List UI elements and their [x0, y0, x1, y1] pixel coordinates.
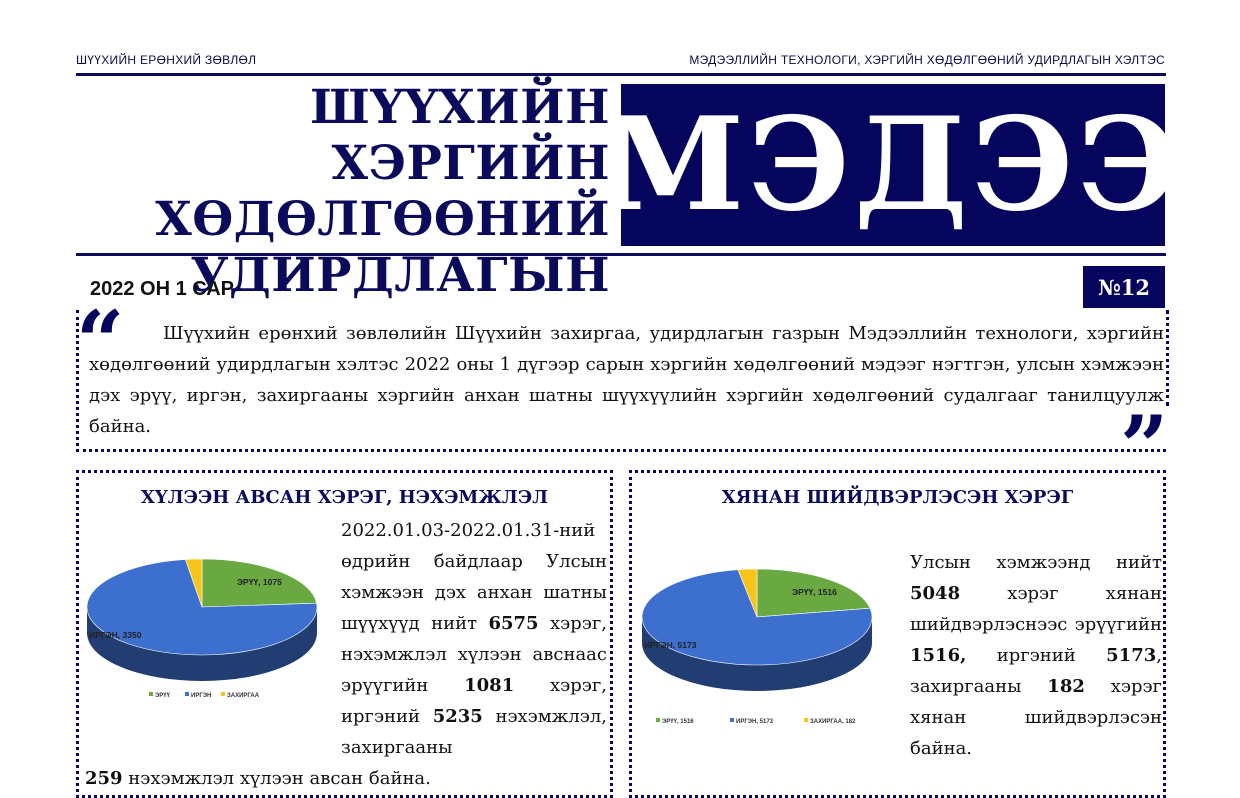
- admin-received-count: 259: [85, 768, 123, 789]
- text-segment: иргэний: [966, 645, 1107, 666]
- decided-cases-pie-chart: ЭРҮҮ, 1516 ИРГЭН, 5173 ЗАХИРГАА, 182 ЭРҮҮ, …: [642, 568, 873, 725]
- masthead: МЭДЭЭ: [603, 84, 1179, 246]
- text-segment: хэрэг хянан шийдвэрлэсэн байна.: [910, 676, 1162, 759]
- header-rule-bottom: [76, 253, 1166, 256]
- text-segment: , захиргааны: [910, 645, 1162, 697]
- top-right-label: МЭДЭЭЛЛИЙН ТЕХНОЛОГИ, ХЭРГИЙН ХӨДӨЛГӨӨНИ…: [689, 53, 1165, 67]
- pie-side-ИРГЭН: [642, 617, 872, 691]
- legend-label: ЭРҮҮ, 1516: [662, 719, 694, 725]
- org-title-line-3: УДИРДЛАГЫН: [190, 248, 610, 303]
- pie-side-ИРГЭН: [87, 607, 317, 681]
- org-title-line-2: ХӨДӨЛГӨӨНИЙ: [155, 192, 610, 247]
- legend-label: ИРГЭН, 5173: [736, 719, 774, 725]
- decided-cases-text: Улсын хэмжээнд нийт 5048 хэрэг хянан ший…: [910, 547, 1162, 764]
- admin-decided-count: 182: [1047, 676, 1085, 697]
- received-cases-text: 2022.01.03-2022.01.31-ний өдрийн байдлаа…: [341, 515, 607, 763]
- open-quote-icon: “: [76, 292, 125, 391]
- received-cases-panel: ХҮЛЭЭН АВСАН ХЭРЭГ, НЭХЭМЖЛЭЛ ЭРҮҮ, 1075…: [76, 470, 613, 798]
- pie-slice-ЗАХИРГАА: [185, 558, 203, 608]
- intro-text: Шүүхийн ерөнхий зөвлөлийн Шүүхийн захирг…: [89, 323, 1164, 437]
- decided-cases-panel: ХЯНАН ШИЙДВЭРЛЭСЭН ХЭРЭГ ЭРҮҮ, 1516 ИРГЭН…: [629, 470, 1166, 798]
- pie-slice-label: ЭРҮҮ, 1075: [237, 577, 282, 587]
- top-left-label: ШҮҮХИЙН ЕРӨНХИЙ ЗӨВЛӨЛ: [76, 53, 257, 67]
- legend-swatch: [149, 692, 153, 696]
- text-segment: Улсын хэмжээнд нийт: [910, 552, 1162, 573]
- text-segment: нэхэмжлэл хүлээн авсан байна.: [122, 768, 431, 789]
- total-received-count: 6575: [488, 613, 539, 634]
- received-cases-title: ХҮЛЭЭН АВСАН ХЭРЭГ, НЭХЭМЖЛЭЛ: [140, 487, 549, 508]
- pie-slice-ЗАХИРГАА: [737, 568, 758, 618]
- pie-slice-ЭРҮҮ: [756, 568, 871, 618]
- legend-swatch: [185, 692, 189, 696]
- legend-swatch: [804, 718, 808, 722]
- close-quote-icon: ”: [1120, 397, 1169, 496]
- pie-slice-label: ИРГЭН, 3350: [89, 630, 142, 640]
- legend-swatch: [221, 692, 225, 696]
- pie-slice-ИРГЭН: [87, 559, 318, 656]
- text-segment: нэхэмжлэл, захиргааны: [341, 706, 607, 758]
- decided-cases-title: ХЯНАН ШИЙДВЭРЛЭСЭН ХЭРЭГ: [721, 487, 1074, 508]
- masthead-title: МЭДЭЭ: [602, 90, 1184, 240]
- legend-swatch: [730, 718, 734, 722]
- text-segment: хэрэг, нэхэмжлэл хүлээн авснаас эрүүгийн: [341, 613, 607, 696]
- intro-box: Шүүхийн ерөнхий зөвлөлийн Шүүхийн захирг…: [76, 310, 1169, 452]
- pie-slice-ЭРҮҮ: [201, 558, 317, 608]
- civil-received-count: 5235: [432, 706, 483, 727]
- pie-slice-label: ИРГЭН, 5173: [644, 640, 697, 650]
- legend-label: ЗАХИРГАА, 182: [810, 719, 856, 725]
- text-segment: хэрэг хянан шийдвэрлэснээс эрүүгийн: [910, 583, 1162, 635]
- legend-label: ЭРҮҮ: [155, 693, 171, 699]
- header-rule-top: [76, 73, 1166, 76]
- org-title: ШҮҮХИЙН ХЭРГИЙН ХӨДӨЛГӨӨНИЙ УДИРДЛАГЫН: [76, 80, 610, 304]
- criminal-decided-count: 1516,: [910, 645, 967, 666]
- issue-number-badge: №12: [1083, 266, 1165, 308]
- issue-date: 2022 ОН 1 САР: [90, 278, 235, 300]
- text-segment: хэрэг, иргэний: [341, 675, 607, 727]
- received-cases-text-end: 259 нэхэмжлэл хүлээн авсан байна.: [85, 763, 605, 794]
- civil-decided-count: 5173: [1106, 645, 1157, 666]
- pie-slice-ИРГЭН: [642, 569, 873, 666]
- legend-label: ИРГЭН: [191, 693, 211, 699]
- legend-label: ЗАХИРГАА: [227, 693, 260, 699]
- pie-slice-label: ЭРҮҮ, 1516: [792, 587, 837, 597]
- total-decided-count: 5048: [910, 583, 961, 604]
- text-segment: 2022.01.03-2022.01.31-ний өдрийн байдлаа…: [341, 520, 607, 634]
- org-title-line-1: ШҮҮХИЙН ХЭРГИЙН: [310, 80, 610, 191]
- criminal-received-count: 1081: [464, 675, 515, 696]
- legend-swatch: [656, 718, 660, 722]
